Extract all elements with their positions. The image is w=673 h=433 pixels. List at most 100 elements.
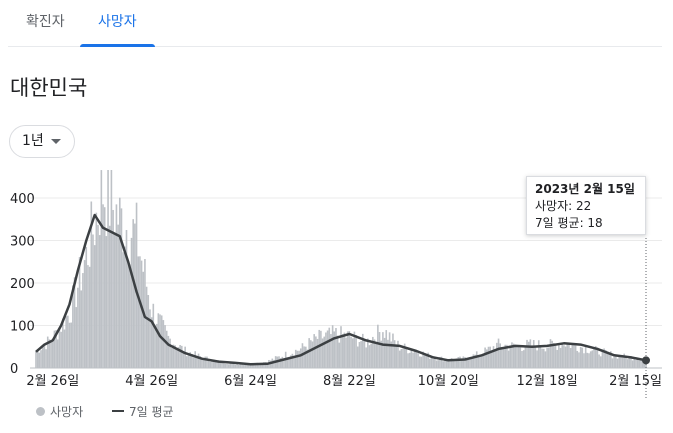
bar [194, 351, 197, 368]
bar [447, 360, 450, 368]
bar [222, 363, 225, 368]
bar [92, 234, 94, 368]
bar [38, 352, 41, 368]
bar [390, 341, 393, 368]
bar [152, 303, 155, 368]
bar [620, 356, 622, 368]
bar [489, 346, 491, 368]
bar [551, 340, 553, 368]
bar [174, 345, 176, 368]
bar [232, 362, 235, 368]
bar [310, 340, 312, 368]
bar [67, 315, 69, 368]
bar [531, 345, 533, 368]
bar [534, 345, 537, 368]
bar [139, 256, 141, 368]
bar [209, 361, 212, 368]
bar [524, 347, 527, 368]
bar [289, 355, 292, 368]
bar [107, 170, 109, 368]
bar [335, 328, 337, 368]
bar [429, 358, 431, 368]
bar [244, 364, 247, 368]
bar [239, 364, 242, 368]
bar [36, 349, 39, 368]
dot-icon [36, 407, 45, 416]
bar [251, 364, 253, 368]
bar [563, 345, 565, 368]
bar [201, 357, 203, 368]
bar [460, 359, 463, 368]
y-tick-label: 300 [10, 235, 35, 250]
bar [621, 357, 624, 368]
bar [234, 364, 237, 368]
bar [516, 346, 518, 368]
bar [134, 223, 136, 368]
bar [422, 351, 424, 368]
tooltip-average: 7일 평균: 18 [535, 216, 603, 230]
bar [553, 343, 555, 368]
bar [568, 342, 570, 368]
tab-deaths[interactable]: 사망자 [80, 0, 155, 47]
bar [584, 346, 587, 368]
bar [635, 359, 637, 368]
bar [440, 356, 443, 368]
bar [328, 327, 331, 368]
bar [484, 347, 486, 368]
bar [457, 357, 460, 368]
bar [479, 354, 481, 368]
bar [219, 362, 222, 368]
legend-label-deaths: 사망자 [50, 405, 84, 419]
bar [472, 354, 475, 368]
bar [180, 345, 183, 368]
bar [216, 360, 218, 368]
bar [129, 264, 131, 368]
bar [224, 363, 227, 368]
bar [273, 359, 275, 368]
period-dropdown[interactable]: 1년 [9, 125, 75, 158]
bar [554, 343, 557, 368]
bar [626, 359, 629, 368]
bar [511, 342, 513, 368]
bar [459, 356, 461, 368]
bar [318, 329, 321, 368]
bar [165, 330, 168, 368]
bar [306, 349, 309, 368]
bar [164, 325, 166, 368]
bar [358, 342, 361, 368]
bar [368, 345, 371, 368]
bar [491, 350, 493, 368]
bar [377, 324, 379, 368]
bar [118, 197, 121, 368]
bar [283, 358, 285, 368]
bar [492, 346, 495, 368]
bar [593, 348, 595, 368]
bar [574, 345, 577, 368]
bar [115, 204, 118, 368]
bar [278, 356, 280, 368]
bar [113, 233, 116, 368]
bar [413, 351, 416, 368]
bar [249, 363, 252, 368]
bar [532, 340, 535, 368]
deaths-chart[interactable]: 0 100 200 300 400 2월 26일 4월 26일 6월 24일 8월 22일 10… [0, 170, 673, 400]
bar [365, 347, 367, 368]
tab-confirmed-cases[interactable]: 확진자 [26, 14, 65, 30]
bar [548, 347, 550, 368]
bar [41, 346, 44, 368]
x-tick-label: 6월 24일 [224, 374, 277, 389]
bar [544, 351, 547, 368]
bar [124, 246, 126, 368]
bar [108, 225, 111, 368]
bar [296, 350, 299, 368]
bar [412, 352, 414, 368]
bar [596, 347, 599, 368]
bar [430, 357, 433, 368]
bar [341, 334, 344, 368]
bar [542, 348, 545, 368]
bar [186, 356, 188, 368]
bar [313, 334, 315, 368]
bar [608, 353, 610, 368]
bar [291, 353, 294, 368]
bar [147, 295, 150, 368]
